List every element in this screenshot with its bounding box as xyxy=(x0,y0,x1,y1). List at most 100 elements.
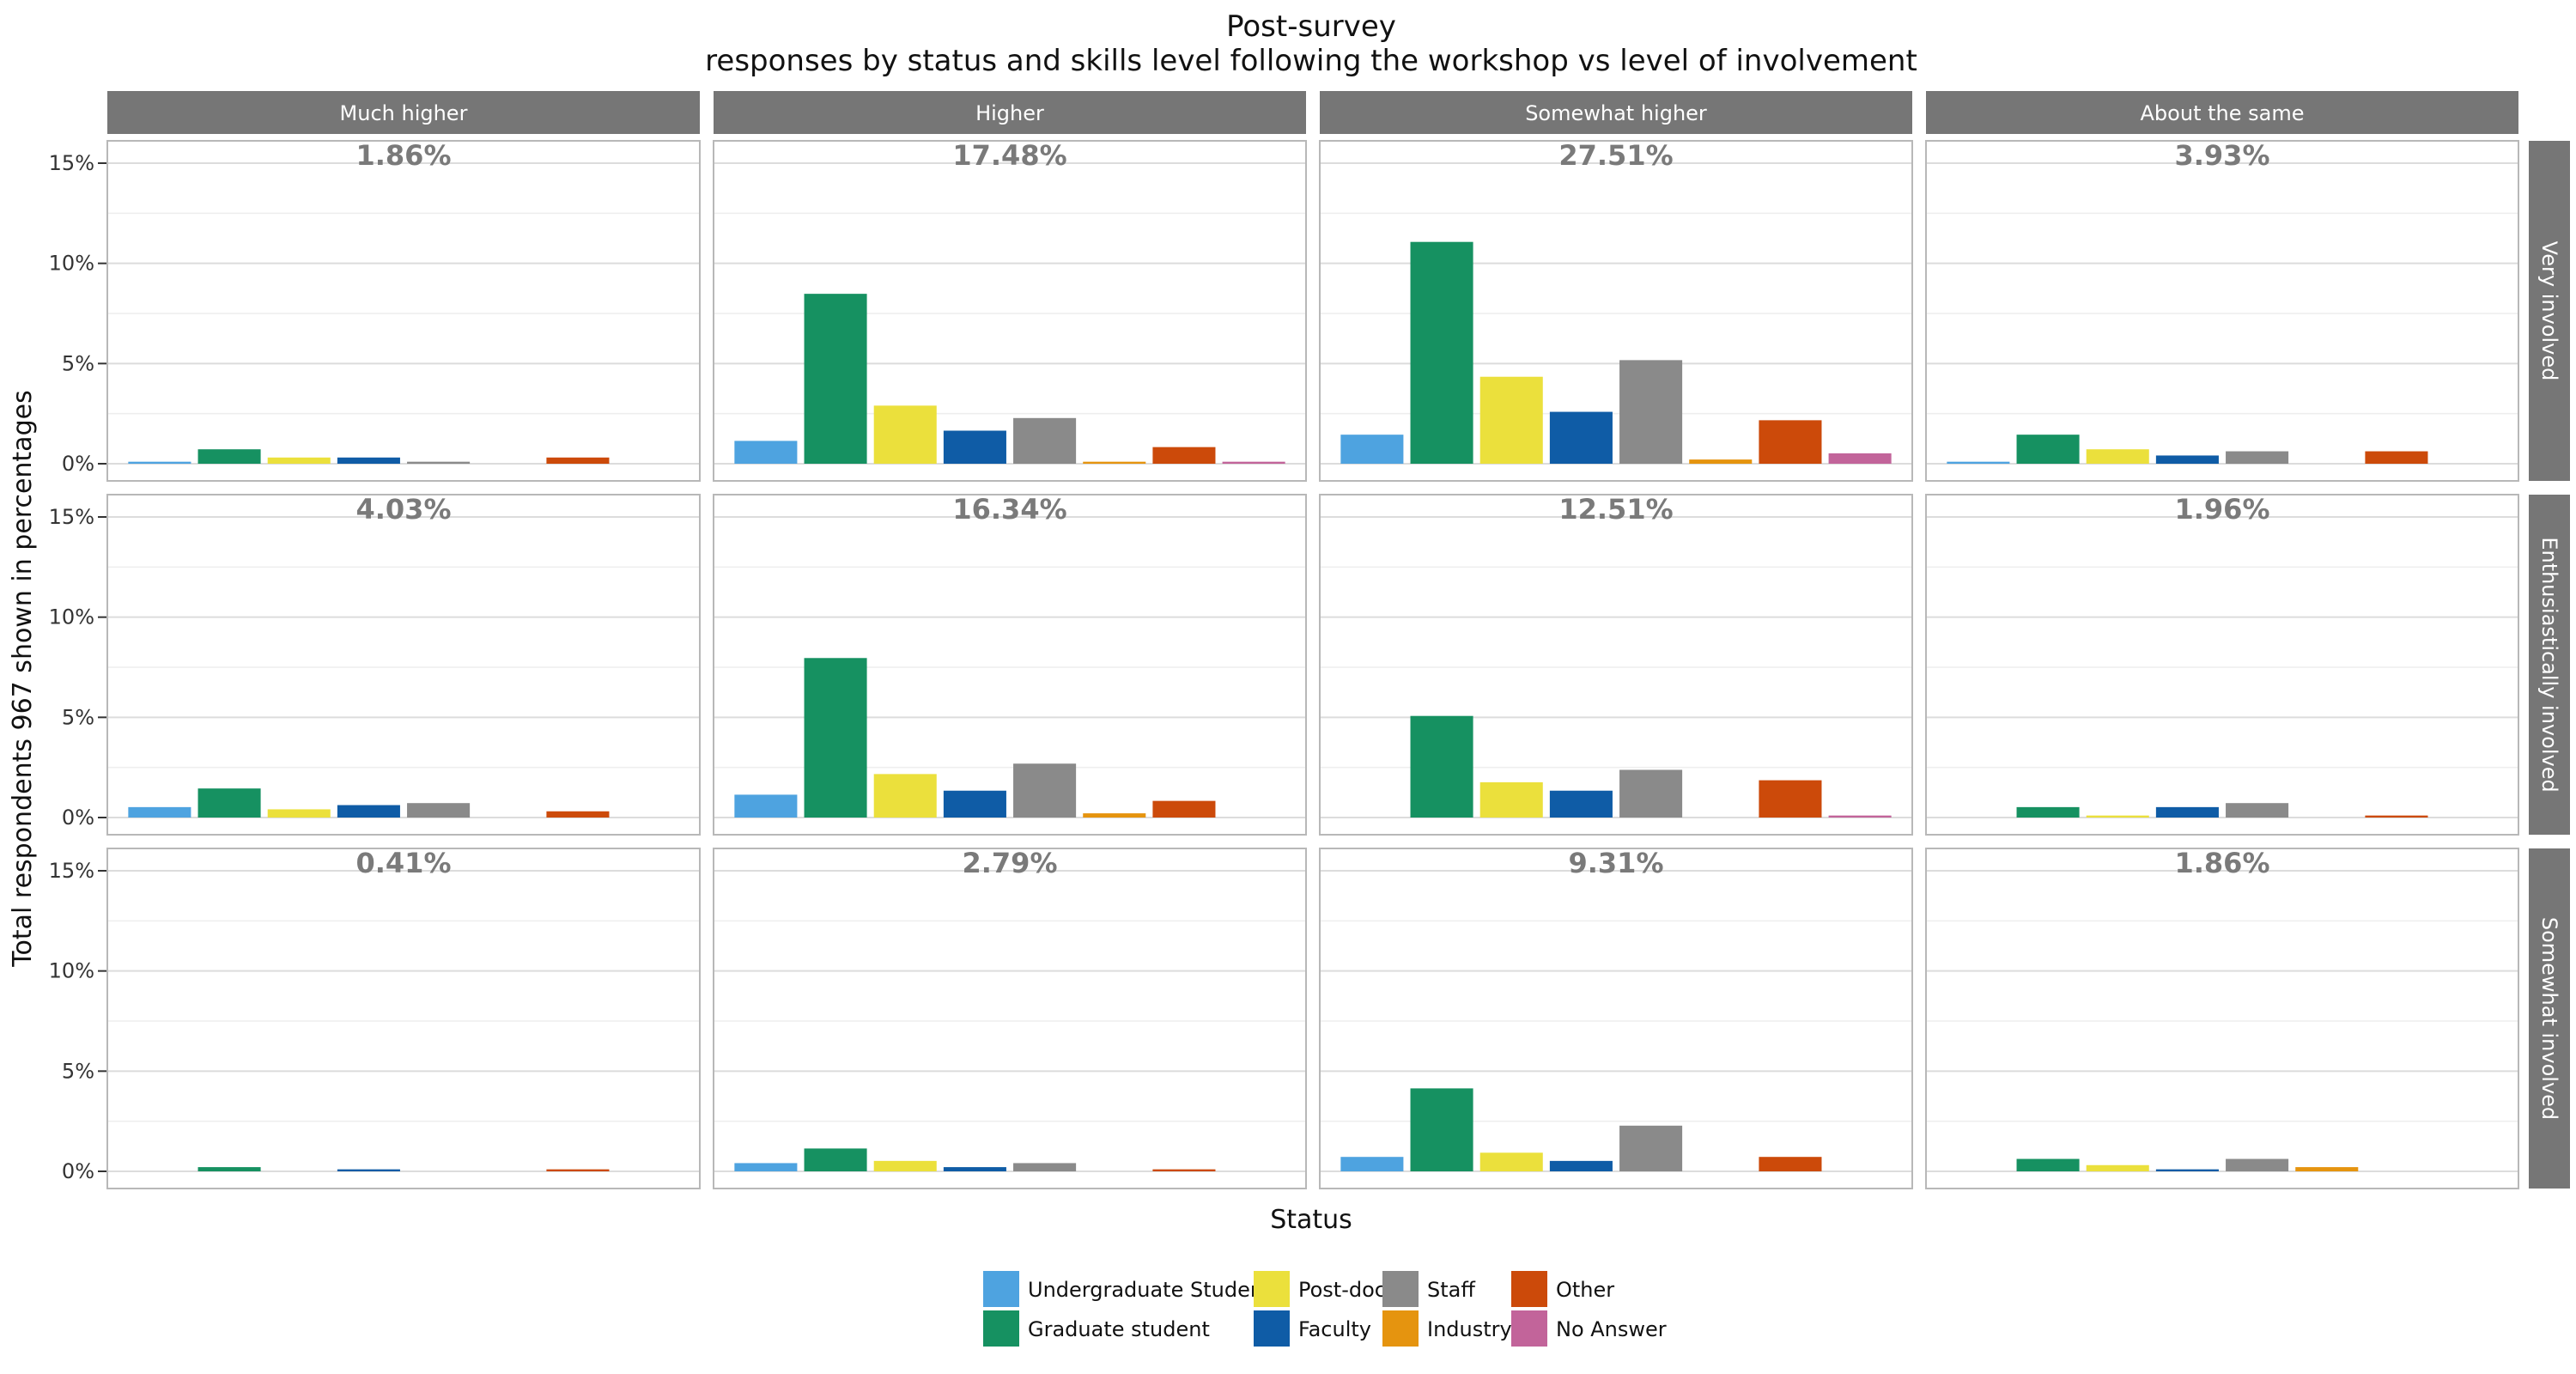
legend-label: Undergraduate Student xyxy=(1028,1278,1271,1302)
panel-total-label: 16.34% xyxy=(952,493,1066,526)
panel-total-label: 2.79% xyxy=(962,847,1057,879)
bar-staff xyxy=(1619,360,1683,464)
panel-border xyxy=(1319,848,1913,1189)
facet-panel: 1.96% xyxy=(1925,493,2519,836)
bar-post-doc xyxy=(1479,376,1543,464)
y-tick-label: 5% xyxy=(62,705,94,729)
panel-total-label: 17.48% xyxy=(952,139,1066,172)
bar-industry xyxy=(1083,813,1146,818)
bar-post-doc xyxy=(1479,1152,1543,1171)
panel-total-label: 1.86% xyxy=(355,139,451,172)
bar-staff xyxy=(2226,1158,2289,1171)
bar-no-answer xyxy=(1828,815,1892,818)
bar-graduate-student xyxy=(2016,435,2080,464)
bar-staff xyxy=(1013,417,1077,464)
bar-post-doc xyxy=(267,809,331,818)
bar-other xyxy=(1152,800,1216,818)
bar-undergraduate-student xyxy=(1947,461,2010,464)
bar-staff xyxy=(2226,451,2289,464)
bar-other xyxy=(1759,780,1822,818)
bar-post-doc xyxy=(873,1160,937,1171)
bar-graduate-student xyxy=(804,1148,867,1171)
chart-title-line-2: responses by status and skills level fol… xyxy=(705,44,1917,78)
y-tick-label: 5% xyxy=(62,351,94,375)
panel-total-label: 4.03% xyxy=(355,493,451,526)
legend-swatch xyxy=(1511,1271,1547,1307)
bar-faculty xyxy=(2155,455,2219,464)
bar-faculty xyxy=(1549,790,1613,818)
bar-graduate-student xyxy=(1410,241,1473,464)
row-strip: Very involved xyxy=(2529,141,2570,481)
bar-post-doc xyxy=(2086,1164,2149,1171)
bar-faculty xyxy=(337,805,400,818)
panel-border xyxy=(713,848,1307,1189)
bar-other xyxy=(1152,447,1216,464)
column-strip: Somewhat higher xyxy=(1320,91,1912,134)
facet-panel: 16.34% xyxy=(713,493,1307,836)
row-strip-label: Very involved xyxy=(2537,241,2561,381)
y-tick-label: 10% xyxy=(49,959,94,983)
bar-faculty xyxy=(337,457,400,464)
row-strip-bg xyxy=(2529,141,2570,481)
facet-panel: 27.51% xyxy=(1319,139,1913,482)
bar-other xyxy=(2365,451,2428,464)
column-strip-bg xyxy=(714,91,1306,134)
bar-graduate-student xyxy=(197,788,261,818)
y-tick-label: 5% xyxy=(62,1059,94,1083)
facet-panel: 2.79% xyxy=(713,847,1307,1189)
legend-label: Faculty xyxy=(1298,1317,1371,1341)
bar-no-answer xyxy=(1222,461,1285,464)
bar-other xyxy=(1152,1169,1216,1171)
bar-other xyxy=(546,1169,610,1171)
facet-panel: 9.31% xyxy=(1319,847,1913,1189)
legend-label: No Answer xyxy=(1556,1317,1667,1341)
legend-label: Post-doc xyxy=(1298,1278,1386,1302)
bar-undergraduate-student xyxy=(734,794,798,818)
legend-item: Faculty xyxy=(1254,1310,1371,1347)
panel-total-label: 27.51% xyxy=(1558,139,1673,172)
bar-post-doc xyxy=(2086,449,2149,464)
facet-panel: 3.93% xyxy=(1925,139,2519,482)
x-axis-title: Status xyxy=(1270,1205,1352,1235)
facet-panel: 1.86% xyxy=(106,139,701,482)
facet-panel: 0.41% xyxy=(106,847,701,1189)
legend-item: Post-doc xyxy=(1254,1271,1386,1307)
legend-swatch xyxy=(1382,1310,1419,1347)
legend-label: Other xyxy=(1556,1278,1614,1302)
bar-post-doc xyxy=(873,405,937,464)
panel-total-label: 1.86% xyxy=(2174,847,2269,879)
panel-total-label: 1.96% xyxy=(2174,493,2269,526)
column-strip-bg xyxy=(1926,91,2518,134)
bar-undergraduate-student xyxy=(128,461,191,464)
bar-faculty xyxy=(337,1169,400,1171)
column-strip: Much higher xyxy=(107,91,700,134)
legend-swatch xyxy=(1511,1310,1547,1347)
panel-border xyxy=(1319,494,1913,836)
panel-total-label: 9.31% xyxy=(1568,847,1663,879)
column-strip-label: Somewhat higher xyxy=(1525,101,1707,125)
row-strip: Somewhat involved xyxy=(2529,848,2570,1189)
facet-panel: 4.03% xyxy=(106,493,701,836)
bar-graduate-student xyxy=(2016,806,2080,818)
bar-post-doc xyxy=(1479,781,1543,818)
y-axis-title: Total respondents 967 shown in percentag… xyxy=(8,390,38,967)
chart-title-line-1: Post-survey xyxy=(1226,9,1396,44)
bar-staff xyxy=(1013,763,1077,818)
legend-swatch xyxy=(1254,1271,1290,1307)
panel-total-label: 12.51% xyxy=(1558,493,1673,526)
bar-industry xyxy=(1083,461,1146,464)
bar-staff xyxy=(1619,1125,1683,1171)
bar-undergraduate-student xyxy=(734,1163,798,1171)
column-strip: Higher xyxy=(714,91,1306,134)
bar-undergraduate-student xyxy=(1340,1157,1404,1171)
legend-item: Staff xyxy=(1382,1271,1475,1307)
panels-layer: Much higher Higher Somewhat higher About th… xyxy=(49,91,2570,1189)
bar-graduate-student xyxy=(804,294,867,464)
legend-item: Industry xyxy=(1382,1310,1512,1347)
bar-graduate-student xyxy=(2016,1158,2080,1171)
y-tick-label: 0% xyxy=(62,806,94,830)
bar-faculty xyxy=(943,790,1006,818)
bar-faculty xyxy=(1549,1160,1613,1171)
row-strip-label: Enthusiastically involved xyxy=(2537,537,2561,792)
row-strip-label: Somewhat involved xyxy=(2537,917,2561,1120)
